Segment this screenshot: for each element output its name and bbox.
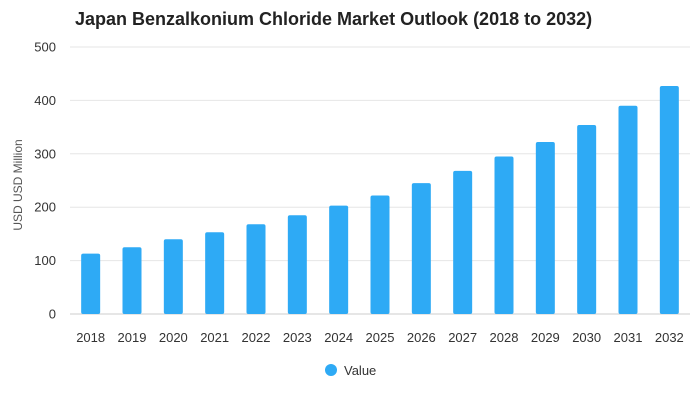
bar-2030[interactable] (577, 124, 597, 315)
bar-2026[interactable] (411, 183, 431, 314)
legend-swatch-value (325, 364, 337, 376)
x-tick-label: 2030 (572, 330, 601, 345)
chart-title: Japan Benzalkonium Chloride Market Outlo… (75, 9, 592, 29)
y-axis-title: USD USD Million (11, 139, 25, 230)
bar-2024[interactable] (329, 205, 349, 314)
y-tick-label: 300 (34, 146, 56, 161)
bar-2031[interactable] (618, 105, 638, 315)
legend[interactable]: Value (325, 363, 376, 378)
y-tick-label: 200 (34, 200, 56, 215)
y-tick-label: 100 (34, 253, 56, 268)
bar-2025[interactable] (370, 195, 390, 314)
bar-2019[interactable] (122, 247, 142, 314)
y-tick-label: 400 (34, 93, 56, 108)
legend-label-value: Value (344, 363, 376, 378)
bars (81, 85, 679, 315)
x-tick-label: 2026 (407, 330, 436, 345)
bar-2022[interactable] (246, 224, 266, 314)
bar-2032[interactable] (659, 85, 679, 315)
y-axis: 0 100 200 300 400 500 (34, 40, 56, 322)
bar-2029[interactable] (535, 142, 555, 314)
x-tick-label: 2027 (448, 330, 477, 345)
bar-2020[interactable] (163, 239, 183, 314)
bar-2018[interactable] (81, 253, 101, 314)
x-tick-label: 2025 (366, 330, 395, 345)
x-tick-label: 2018 (76, 330, 105, 345)
x-tick-label: 2029 (531, 330, 560, 345)
x-tick-label: 2022 (242, 330, 271, 345)
x-tick-label: 2024 (324, 330, 353, 345)
x-tick-label: 2021 (200, 330, 229, 345)
x-tick-label: 2023 (283, 330, 312, 345)
x-tick-label: 2020 (159, 330, 188, 345)
x-tick-label: 2019 (118, 330, 147, 345)
y-tick-label: 0 (49, 307, 56, 322)
x-tick-label: 2028 (490, 330, 519, 345)
bar-2021[interactable] (205, 232, 225, 314)
x-tick-label: 2031 (614, 330, 643, 345)
bar-2023[interactable] (287, 215, 307, 314)
bar-2027[interactable] (453, 170, 473, 314)
y-tick-label: 500 (34, 40, 56, 55)
x-axis: 2018 2019 2020 2021 2022 2023 2024 2025 2026 2027… (76, 330, 684, 345)
bar-2028[interactable] (494, 156, 514, 314)
x-tick-label: 2032 (655, 330, 684, 345)
